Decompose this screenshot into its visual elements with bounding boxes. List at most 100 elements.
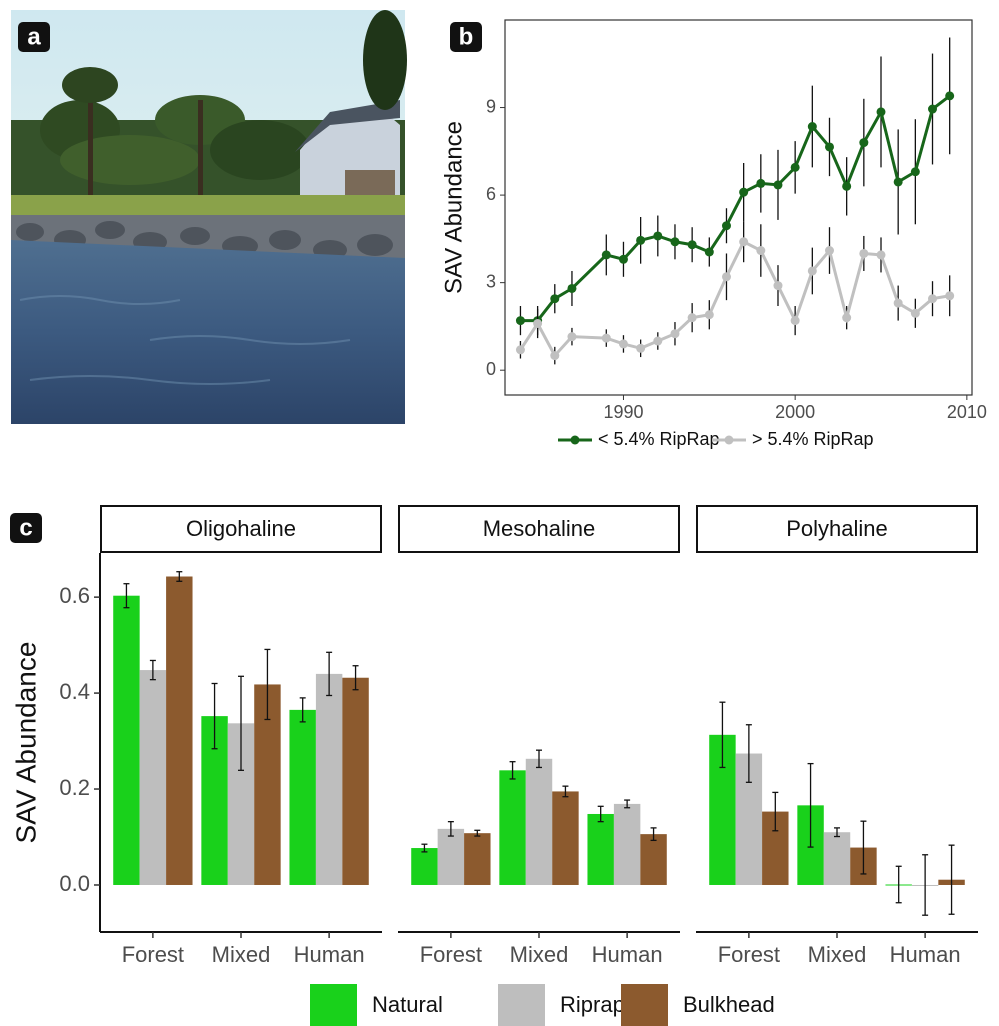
point [687, 240, 697, 250]
y-tick-label: 0.4 [59, 679, 90, 704]
y-tick-label: 3 [486, 271, 496, 291]
y-axis-title: SAV Abundance [440, 121, 467, 294]
bar [613, 803, 641, 885]
panel-label-a: a [18, 22, 50, 52]
point [567, 332, 577, 342]
error-bar [299, 697, 306, 723]
bar [587, 813, 614, 885]
y-tick-label: 0 [486, 359, 496, 379]
point [910, 308, 920, 318]
x-tick-label: Mixed [212, 942, 271, 967]
bar [823, 832, 851, 885]
x-tick-label: 2010 [947, 402, 987, 422]
point [945, 91, 955, 101]
bar [113, 595, 140, 885]
point [790, 162, 800, 172]
error-bar [745, 724, 752, 783]
bar [437, 828, 465, 885]
point [601, 333, 611, 343]
series-line [519, 239, 950, 359]
point [739, 237, 749, 247]
legend-label: > 5.4% RipRap [752, 429, 874, 449]
error-bar [421, 843, 428, 853]
point [687, 313, 697, 323]
x-tick-label: Forest [718, 942, 780, 967]
error-bar [562, 785, 569, 798]
y-tick-label: 0.6 [59, 583, 90, 608]
bar [464, 833, 491, 885]
point [807, 266, 817, 276]
panel-label: c [19, 514, 32, 541]
x-tick-label: Forest [420, 942, 482, 967]
error-bar [474, 829, 481, 837]
point [773, 180, 783, 190]
point [824, 142, 834, 152]
point [721, 221, 731, 231]
point [618, 339, 628, 349]
x-tick-label: Mixed [808, 942, 867, 967]
point [893, 298, 903, 308]
point [859, 248, 869, 258]
bar [315, 673, 343, 885]
error-bar [176, 571, 183, 582]
bar [411, 848, 438, 885]
error-bar [264, 648, 271, 721]
y-axis-title: SAV Abundance [10, 642, 41, 844]
error-bar [123, 583, 130, 609]
bar [525, 758, 553, 885]
point [636, 235, 646, 245]
point [910, 167, 920, 177]
bar [166, 576, 193, 885]
error-bar [807, 762, 814, 848]
point [945, 291, 955, 301]
point [739, 187, 749, 197]
bar [552, 791, 579, 885]
error-bar [211, 682, 218, 750]
x-tick-label: Human [592, 942, 663, 967]
error-bar [624, 799, 631, 809]
point [756, 178, 766, 188]
error-bar [860, 820, 867, 875]
photo [11, 10, 407, 424]
error-bar [719, 701, 726, 769]
point [567, 283, 577, 293]
y-tick-label: 0.0 [59, 871, 90, 896]
error-bar [922, 854, 929, 916]
facet-title: Oligohaline [186, 516, 296, 541]
facet-strip [100, 505, 382, 553]
facet-title: Polyhaline [786, 516, 888, 541]
legend-key [621, 984, 668, 1026]
point [928, 104, 938, 114]
x-tick-label: Mixed [510, 942, 569, 967]
point [807, 122, 817, 132]
point [653, 231, 663, 241]
point [653, 336, 663, 346]
point [824, 246, 834, 256]
legend-label: Riprap [560, 992, 625, 1017]
x-tick-label: Human [294, 942, 365, 967]
point [842, 181, 852, 191]
legend-key [498, 984, 545, 1026]
point [704, 247, 714, 257]
y-tick-label: 9 [486, 96, 496, 116]
error-bar [326, 651, 333, 697]
point [790, 316, 800, 326]
error-bar [509, 761, 516, 780]
point [670, 237, 680, 247]
point [550, 294, 560, 304]
panel-label: b [459, 23, 474, 50]
error-bar [834, 827, 840, 838]
point [515, 316, 525, 326]
point [756, 246, 766, 256]
point [876, 250, 886, 260]
x-tick-label: Human [890, 942, 961, 967]
error-bar [352, 665, 359, 691]
error-bar [149, 659, 156, 681]
point [618, 254, 628, 264]
point [876, 107, 886, 117]
legend-label: Bulkhead [683, 992, 775, 1017]
y-tick-label: 0.2 [59, 775, 90, 800]
point [515, 345, 525, 355]
point [893, 177, 903, 187]
